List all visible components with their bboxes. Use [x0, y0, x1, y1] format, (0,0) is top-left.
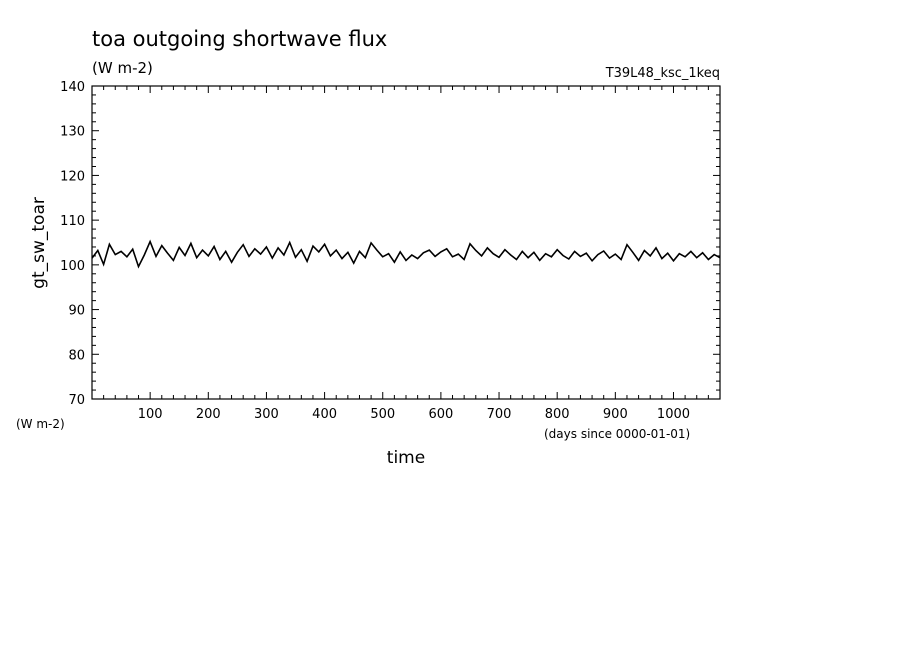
y-axis: 70 80 90 100 110 120 130 140 [60, 80, 720, 408]
x-tick-label: 500 [370, 407, 395, 422]
y-tick-label: 120 [60, 169, 85, 184]
x-axis-label: time [387, 448, 425, 468]
x-tick-label: 700 [487, 407, 512, 422]
y-tick-label: 140 [60, 80, 85, 95]
y-axis-label: gt_sw_toar [29, 197, 49, 289]
x-tick-label: 900 [603, 407, 628, 422]
y-tick-label: 130 [60, 125, 85, 140]
plot-frame [91, 85, 721, 400]
x-tick-label: 100 [138, 407, 163, 422]
y-tick-label: 70 [68, 393, 85, 408]
y-axis-units: (W m-2) [16, 417, 65, 431]
y-tick-label: 100 [60, 259, 85, 274]
x-tick-label: 300 [254, 407, 279, 422]
x-axis: 100 200 300 400 500 600 700 800 900 1000 [91, 86, 721, 422]
x-tick-label: 1000 [657, 407, 690, 422]
chart-subtitle: (W m-2) [92, 59, 153, 77]
chart-title: toa outgoing shortwave flux [92, 27, 387, 51]
x-tick-label: 400 [312, 407, 337, 422]
y-tick-label: 90 [68, 304, 85, 319]
x-tick-label: 800 [545, 407, 570, 422]
x-tick-label: 600 [428, 407, 453, 422]
y-tick-label: 110 [60, 214, 85, 229]
x-tick-label: 200 [196, 407, 221, 422]
run-label: T39L48_ksc_1keq [605, 66, 720, 81]
y-tick-label: 80 [68, 348, 85, 363]
x-axis-units: (days since 0000-01-01) [544, 427, 690, 441]
series-line [91, 239, 721, 269]
